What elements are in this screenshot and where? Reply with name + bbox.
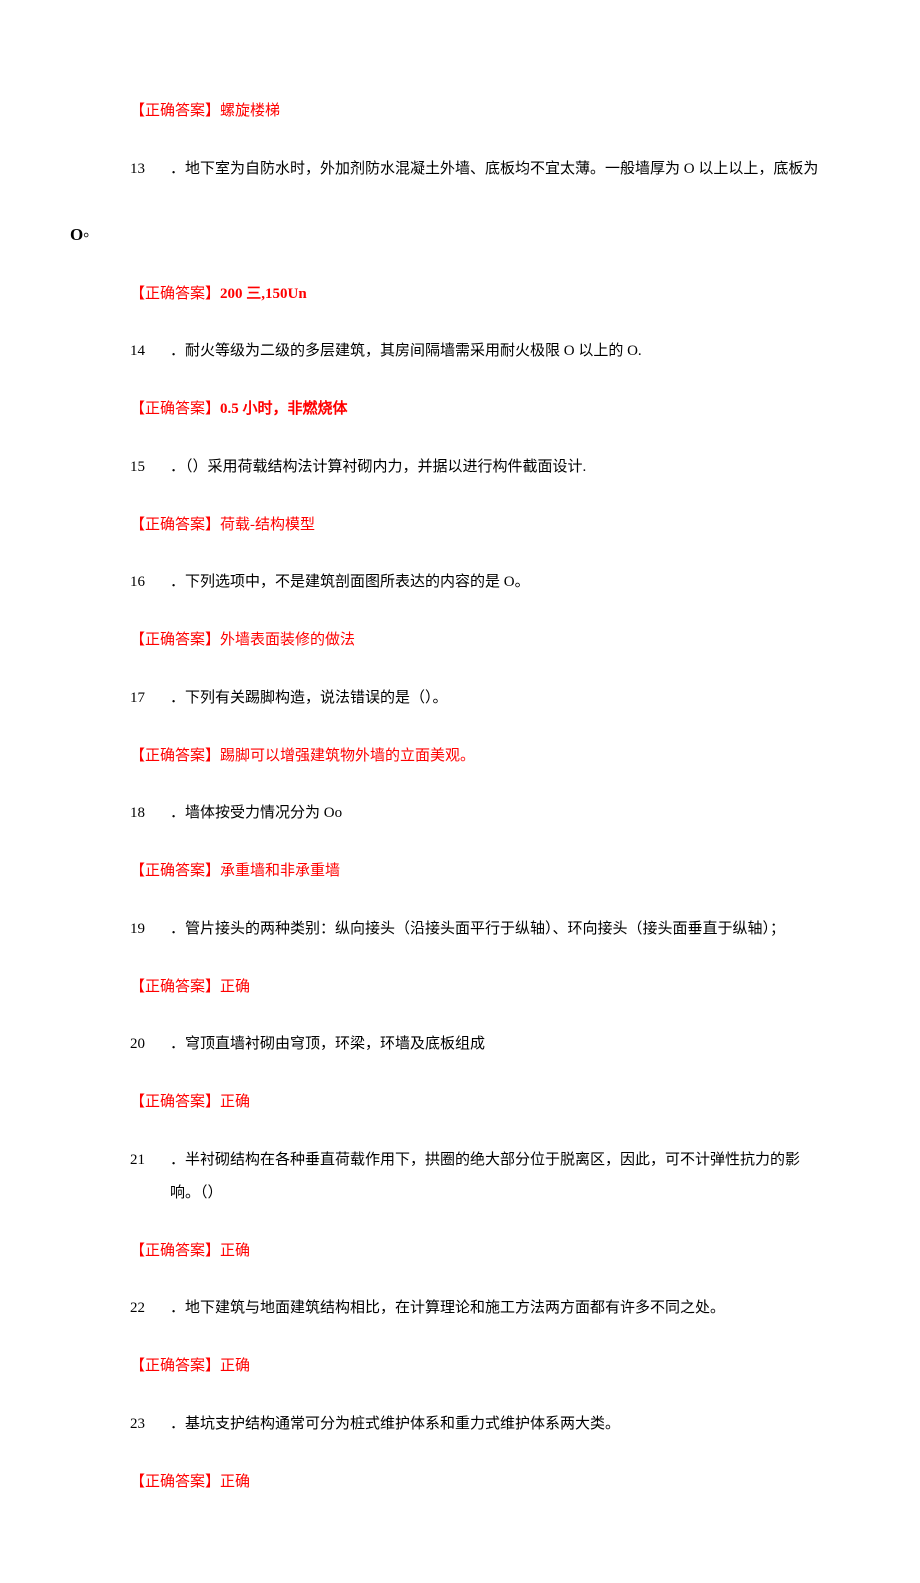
answer-text: 正确 [220, 1358, 250, 1374]
question-text: ．耐火等级为二级的多层建筑，其房间隔墙需采用耐火极限 O 以上的 O. [170, 335, 820, 368]
question-line: 18．墙体按受力情况分为 Oo [130, 797, 820, 830]
big-o-text: O [70, 216, 83, 253]
question-number: 22 [130, 1292, 170, 1325]
question-line: 21．半衬砌结构在各种垂直荷载作用下，拱圈的绝大部分位于脱离区，因此，可不计弹性… [130, 1144, 820, 1210]
question-number: 23 [130, 1408, 170, 1441]
answer-line: 【正确答案】荷载-结构模型 [130, 514, 820, 537]
document-page: 【正确答案】螺旋楼梯13．地下室为自防水时，外加剂防水混凝土外墙、底板均不宜太薄… [0, 0, 920, 1583]
answer-label: 【正确答案】 [130, 1094, 220, 1110]
question-text: ．基坑支护结构通常可分为桩式维护体系和重力式维护体系两大类。 [170, 1408, 820, 1441]
question-text: ．墙体按受力情况分为 Oo [170, 797, 820, 830]
answer-line: 【正确答案】正确 [130, 1471, 820, 1494]
answer-text: 螺旋楼梯 [220, 103, 280, 119]
answer-line: 【正确答案】正确 [130, 1240, 820, 1263]
question-text: ．下列选项中，不是建筑剖面图所表达的内容的是 O。 [170, 566, 820, 599]
continuation-line: O 。 [70, 216, 820, 253]
question-text: ．管片接头的两种类别：纵向接头（沿接头面平行于纵轴）、环向接头（接头面垂直于纵轴… [170, 913, 820, 946]
question-number: 14 [130, 335, 170, 368]
answer-text: 200 三,150Un [220, 286, 307, 302]
answer-line: 【正确答案】0.5 小时，非燃烧体 [130, 398, 820, 421]
answer-line: 【正确答案】正确 [130, 1091, 820, 1114]
answer-line: 【正确答案】外墙表面装修的做法 [130, 629, 820, 652]
question-text: ．（）采用荷载结构法计算衬砌内力，并据以进行构件截面设计. [170, 451, 820, 484]
question-line: 19．管片接头的两种类别：纵向接头（沿接头面平行于纵轴）、环向接头（接头面垂直于… [130, 913, 820, 946]
answer-label: 【正确答案】 [130, 1243, 220, 1259]
question-line: 23．基坑支护结构通常可分为桩式维护体系和重力式维护体系两大类。 [130, 1408, 820, 1441]
answer-line: 【正确答案】踢脚可以增强建筑物外墙的立面美观。 [130, 745, 820, 768]
answer-label: 【正确答案】 [130, 632, 220, 648]
answer-line: 【正确答案】正确 [130, 976, 820, 999]
question-number: 18 [130, 797, 170, 830]
answer-text: 荷载-结构模型 [220, 517, 315, 533]
question-text: ．下列有关踢脚构造，说法错误的是（）。 [170, 682, 820, 715]
answer-text: 正确 [220, 1094, 250, 1110]
answer-line: 【正确答案】正确 [130, 1355, 820, 1378]
question-line: 17．下列有关踢脚构造，说法错误的是（）。 [130, 682, 820, 715]
question-line: 15．（）采用荷载结构法计算衬砌内力，并据以进行构件截面设计. [130, 451, 820, 484]
answer-text: 正确 [220, 1243, 250, 1259]
answer-text: 0.5 小时，非燃烧体 [220, 401, 348, 417]
answer-text: 正确 [220, 1474, 250, 1490]
answer-label: 【正确答案】 [130, 979, 220, 995]
answer-label: 【正确答案】 [130, 863, 220, 879]
answer-text: 正确 [220, 979, 250, 995]
answer-label: 【正确答案】 [130, 286, 220, 302]
answer-label: 【正确答案】 [130, 1474, 220, 1490]
punct: 。 [83, 216, 98, 253]
question-line: 13．地下室为自防水时，外加剂防水混凝土外墙、底板均不宜太薄。一般墙厚为 O 以… [130, 153, 820, 186]
question-text: ．穹顶直墙衬砌由穹顶，环梁，环墙及底板组成 [170, 1028, 820, 1061]
answer-text: 承重墙和非承重墙 [220, 863, 340, 879]
answer-line: 【正确答案】200 三,150Un [130, 283, 820, 306]
question-number: 16 [130, 566, 170, 599]
question-text: ．地下建筑与地面建筑结构相比，在计算理论和施工方法两方面都有许多不同之处。 [170, 1292, 820, 1325]
question-number: 21 [130, 1144, 170, 1210]
answer-label: 【正确答案】 [130, 401, 220, 417]
question-line: 22．地下建筑与地面建筑结构相比，在计算理论和施工方法两方面都有许多不同之处。 [130, 1292, 820, 1325]
answer-label: 【正确答案】 [130, 748, 220, 764]
question-line: 20．穹顶直墙衬砌由穹顶，环梁，环墙及底板组成 [130, 1028, 820, 1061]
answer-line: 【正确答案】承重墙和非承重墙 [130, 860, 820, 883]
answer-label: 【正确答案】 [130, 103, 220, 119]
question-line: 14．耐火等级为二级的多层建筑，其房间隔墙需采用耐火极限 O 以上的 O. [130, 335, 820, 368]
question-line: 16．下列选项中，不是建筑剖面图所表达的内容的是 O。 [130, 566, 820, 599]
question-number: 13 [130, 153, 170, 186]
question-number: 15 [130, 451, 170, 484]
question-number: 17 [130, 682, 170, 715]
question-text: ．地下室为自防水时，外加剂防水混凝土外墙、底板均不宜太薄。一般墙厚为 O 以上以… [170, 153, 820, 186]
answer-label: 【正确答案】 [130, 517, 220, 533]
question-number: 19 [130, 913, 170, 946]
answer-text: 外墙表面装修的做法 [220, 632, 355, 648]
question-text: ．半衬砌结构在各种垂直荷载作用下，拱圈的绝大部分位于脱离区，因此，可不计弹性抗力… [170, 1144, 820, 1210]
answer-line: 【正确答案】螺旋楼梯 [130, 100, 820, 123]
answer-text: 踢脚可以增强建筑物外墙的立面美观。 [220, 748, 475, 764]
answer-label: 【正确答案】 [130, 1358, 220, 1374]
question-number: 20 [130, 1028, 170, 1061]
